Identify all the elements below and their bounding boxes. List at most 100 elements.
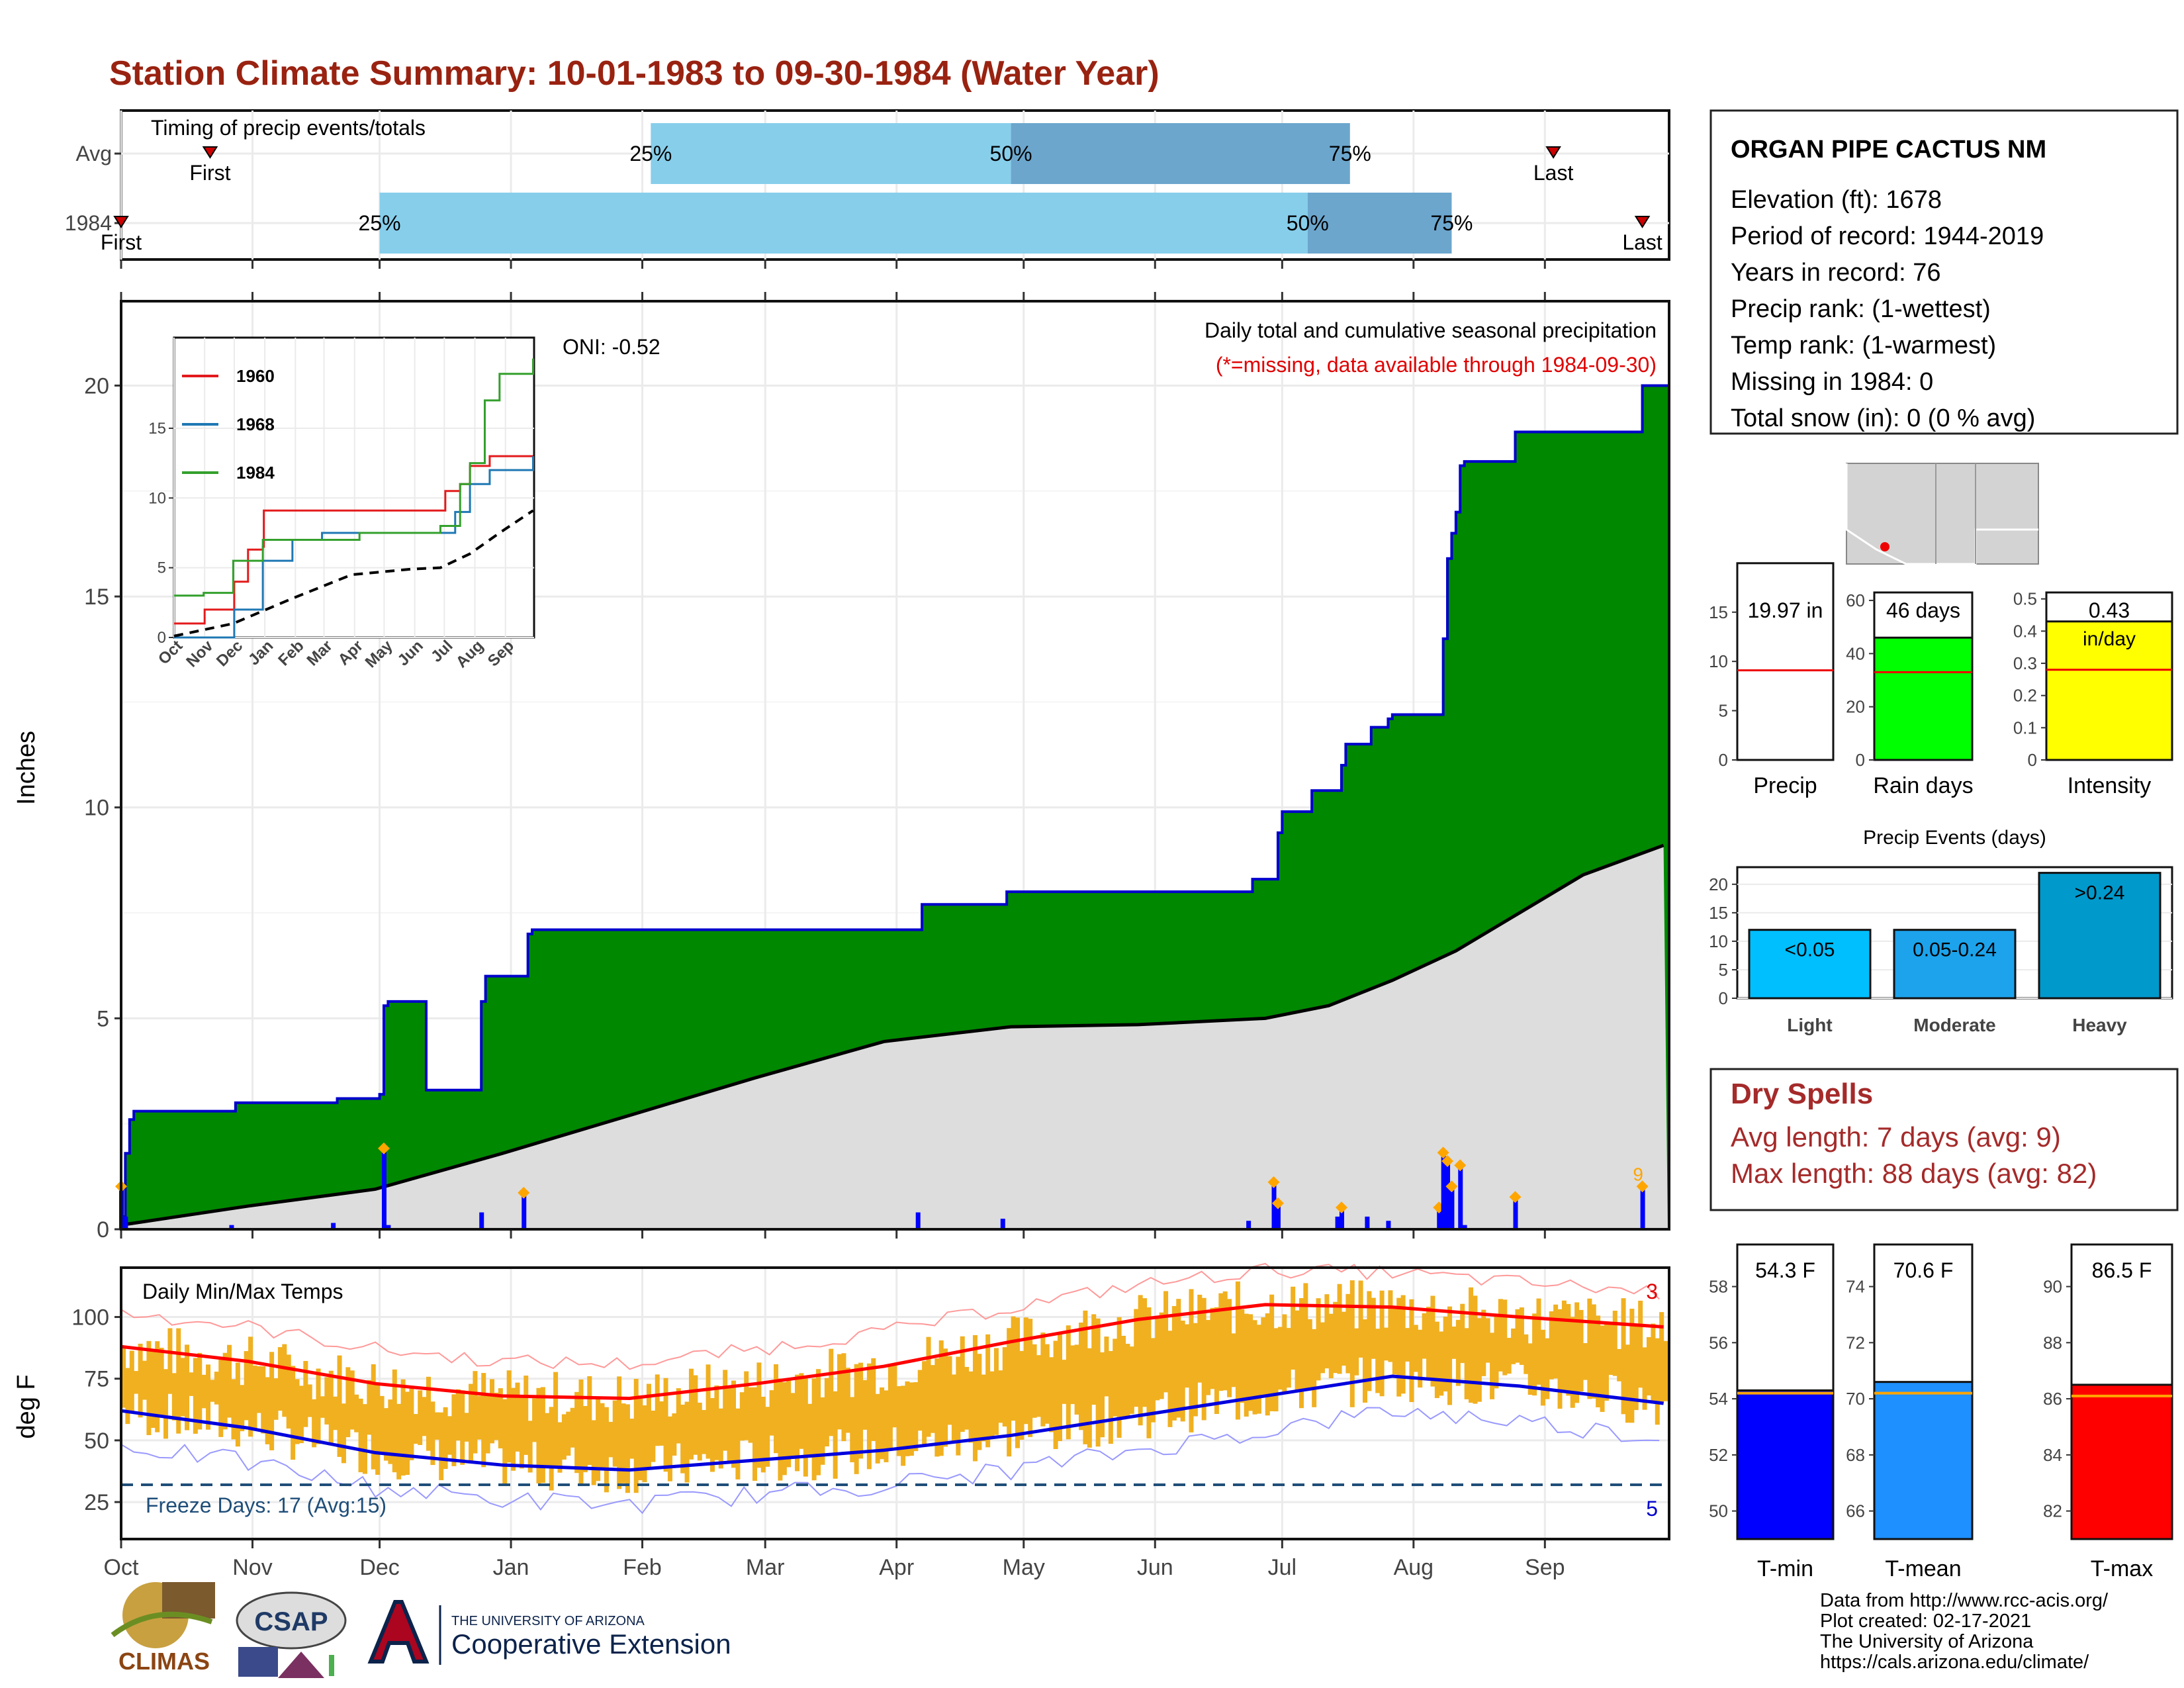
daily-temp-bar xyxy=(557,1422,563,1473)
daily-temp-bar xyxy=(286,1354,291,1429)
daily-temp-bar xyxy=(1062,1360,1067,1404)
daily-temp-bar xyxy=(1553,1304,1559,1379)
daily-temp-bar xyxy=(261,1366,266,1434)
daily-temp-bar xyxy=(1375,1329,1381,1393)
daily-temp-bar xyxy=(1430,1295,1435,1387)
ua-logo-a xyxy=(367,1600,430,1664)
timing-label: Timing of precip events/totals xyxy=(151,116,426,140)
daily-temp-bar xyxy=(625,1404,630,1493)
daily-temp-bar xyxy=(1286,1328,1291,1388)
daily-temp-bar xyxy=(1663,1340,1668,1401)
daily-temp-bar xyxy=(1282,1314,1287,1393)
daily-temp-bar xyxy=(1324,1294,1330,1369)
dry-max-length: Max length: 88 days (avg: 82) xyxy=(1731,1158,2097,1189)
timing-row-label: Avg xyxy=(75,142,112,165)
last-label: Last xyxy=(1622,230,1662,254)
daily-temp-bar xyxy=(667,1416,672,1481)
daily-temp-bar xyxy=(1561,1300,1567,1391)
daily-temp-bar xyxy=(1252,1320,1257,1415)
daily-temp-bar xyxy=(150,1350,156,1429)
daily-temp-bar xyxy=(1506,1338,1512,1374)
daily-temp-bar xyxy=(515,1382,520,1452)
daily-temp-bar xyxy=(218,1359,224,1437)
daily-precip-bar xyxy=(1275,1203,1281,1229)
daily-temp-bar xyxy=(1608,1325,1614,1376)
daily-temp-bar xyxy=(688,1368,694,1460)
events-ytick-label: 0 xyxy=(1719,988,1728,1008)
mini-bar-label: Precip xyxy=(1753,773,1817,798)
inset-legend-label: 1960 xyxy=(236,366,275,386)
daily-temp-bar xyxy=(824,1378,829,1447)
events-bar xyxy=(2038,872,2161,1000)
record-max-line xyxy=(120,1262,1660,1370)
daily-temp-bar xyxy=(1163,1291,1169,1393)
daily-temp-bar xyxy=(1032,1344,1037,1418)
daily-temp-bar xyxy=(854,1364,859,1474)
mini-bar-ytick-label: 0 xyxy=(2028,750,2037,770)
precip-ytick-label: 20 xyxy=(84,373,109,399)
daily-temp-bar xyxy=(752,1387,758,1481)
daily-temp-bar xyxy=(1409,1299,1414,1403)
daily-temp-bar xyxy=(833,1391,838,1479)
daily-temp-bar xyxy=(1540,1329,1545,1406)
daily-temp-bar xyxy=(1485,1318,1490,1363)
daily-temp-bar xyxy=(244,1351,249,1421)
inset-series-1968 xyxy=(174,456,535,639)
temps-frame xyxy=(120,1266,1670,1540)
daily-temp-bar xyxy=(451,1394,457,1466)
daily-temp-bar xyxy=(159,1348,164,1417)
temp-bar-ytick-label: 82 xyxy=(2043,1501,2062,1521)
daily-temp-bar xyxy=(333,1396,338,1430)
temp-bar-value: 70.6 F xyxy=(1893,1258,1954,1282)
daily-temp-bar xyxy=(1091,1314,1097,1405)
daily-temp-bar xyxy=(926,1336,931,1437)
daily-precip-bar xyxy=(386,1225,391,1229)
csap-logo-mountain xyxy=(278,1652,324,1678)
daily-temp-bar xyxy=(1070,1345,1075,1405)
daily-temp-bar xyxy=(803,1378,808,1477)
daily-temp-bar xyxy=(947,1356,952,1425)
inset-legend-label: 1984 xyxy=(236,463,275,483)
temp-bar-value: 86.5 F xyxy=(2092,1258,2152,1282)
precip-ytick-label: 10 xyxy=(84,796,109,821)
daily-precip-bar xyxy=(1462,1225,1467,1229)
mini-bar-ytick-label: 15 xyxy=(1709,602,1728,622)
daily-temp-bar xyxy=(383,1408,388,1461)
daily-temp-bar xyxy=(1524,1334,1529,1374)
temp-bar-ytick-label: 50 xyxy=(1709,1501,1728,1521)
daily-temp-bar xyxy=(1451,1326,1457,1359)
daily-temp-bar xyxy=(1596,1315,1601,1408)
daily-temp-bar xyxy=(709,1398,715,1472)
daily-temp-bar xyxy=(993,1348,999,1435)
daily-temp-bar xyxy=(1371,1297,1376,1359)
daily-temp-bar xyxy=(1388,1290,1393,1362)
daily-temp-bar xyxy=(1303,1283,1308,1389)
daily-temp-bar xyxy=(1617,1348,1622,1382)
daily-temp-bar xyxy=(269,1352,275,1450)
daily-temp-bar xyxy=(905,1381,910,1456)
inset-ytick-label: 10 xyxy=(148,489,166,507)
last-label: Last xyxy=(1533,161,1574,185)
daily-temp-bar xyxy=(1248,1314,1253,1411)
daily-temp-bar xyxy=(574,1391,580,1474)
daily-temp-bar xyxy=(298,1385,304,1444)
mini-bar-value: 0.43 xyxy=(2089,598,2130,622)
precip-flag-marker xyxy=(1335,1201,1347,1214)
daily-temp-bar xyxy=(909,1382,914,1456)
daily-temp-bar xyxy=(1244,1313,1249,1417)
daily-temp-bar xyxy=(972,1335,978,1462)
map-state-lines xyxy=(1935,463,1976,564)
daily-temp-bar xyxy=(621,1403,626,1483)
precip-flag-marker xyxy=(1445,1180,1458,1193)
daily-temp-bar xyxy=(1455,1319,1461,1386)
daily-temp-bar xyxy=(316,1368,321,1444)
daily-temp-bar xyxy=(1341,1311,1346,1366)
timing-quantile-label: 75% xyxy=(1430,211,1473,235)
last-marker xyxy=(1545,146,1561,159)
month-tick-label: May xyxy=(1003,1555,1045,1580)
daily-precip-bar xyxy=(381,1149,387,1229)
daily-temp-bar xyxy=(1291,1286,1296,1370)
daily-temp-bar xyxy=(1269,1294,1275,1411)
station-name: ORGAN PIPE CACTUS NM xyxy=(1731,136,2046,164)
daily-temp-bar xyxy=(1044,1344,1050,1424)
